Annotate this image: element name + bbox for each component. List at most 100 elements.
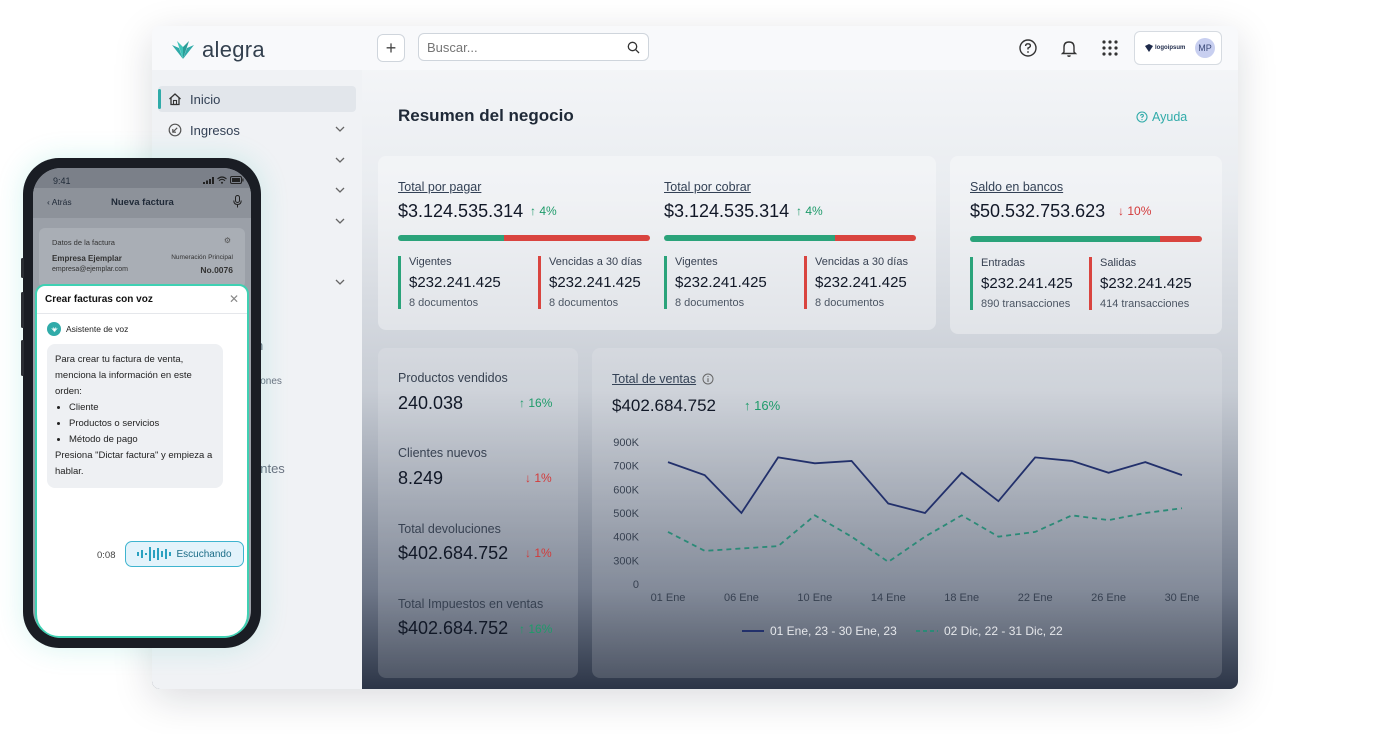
y-tick-label: 300K [613,555,639,567]
invoice-data-card: Datos de la factura ⚙ Empresa Ejemplar e… [39,228,245,288]
ventas-value: $402.684.752 [612,396,716,415]
phone-screen: 9:41 ‹ Atrás Nueva factura Datos de la f… [33,168,251,638]
sub-value: $232.241.425 [409,274,501,291]
vencidas-pagar: Vencidas a 30 días $232.241.425 8 docume… [538,256,642,309]
entradas: Entradas $232.241.425 890 transacciones [970,257,1073,310]
ventas-label-text: Total de ventas [612,372,697,386]
kpi-label-cobrar[interactable]: Total por cobrar [664,180,751,194]
assistant-label: Asistente de voz [66,324,129,334]
pct-badge-pagar: ↑ 4% [530,204,557,218]
sidebar-item-ingresos[interactable]: Ingresos [158,117,356,143]
ventas-pct: ↑ 16% [744,398,781,413]
gear-icon[interactable]: ⚙ [223,236,231,245]
sales-line-chart: 0 300K 400K 500K 600K 700K 900K 01 Ene 06 Ene 10 … [613,437,1199,638]
sidebar-item-label: Ingresos [190,122,240,138]
split-red [1160,236,1202,242]
company-email: empresa@ejemplar.com [52,266,128,273]
clock: 9:41 [53,176,71,186]
stat-pct: ↑ 16% [519,622,553,636]
alegra-logo-icon [172,41,194,59]
signal-icon [203,177,214,184]
sub-label: Vigentes [409,256,452,268]
recording-timer: 0:08 [97,550,116,561]
y-tick-label: 900K [613,437,639,449]
assistant-message: Para crear tu factura de venta, menciona… [47,344,223,488]
stat-value: 240.038 [398,393,464,413]
bell-icon[interactable] [1059,38,1079,58]
bank-balance-card: Saldo en bancos $50.532.753.623 ↓ 10% En… [950,156,1222,334]
search-box[interactable] [418,33,649,61]
alegra-logo[interactable]: alegra [168,37,265,63]
sub-docs: 890 transacciones [981,298,1071,310]
listening-button[interactable]: Escuchando [125,541,244,567]
search-icon[interactable] [627,41,640,54]
vigentes-pagar: Vigentes $232.241.425 8 documentos [398,256,501,309]
stat-label: Total devoluciones [398,522,501,536]
sidebar-item-inicio[interactable]: Inicio [158,86,356,112]
help-link[interactable]: Ayuda [1136,110,1187,124]
chevron-down-icon[interactable] [334,276,346,288]
kpi-label-pagar[interactable]: Total por pagar [398,180,482,194]
logo-text: alegra [202,37,265,62]
pct-value: 16% [754,398,781,413]
series-line-2 [667,507,1183,564]
phone-app-header: ‹ Atrás Nueva factura [33,188,251,218]
stat-pct: ↑ 16% [519,396,553,410]
avatar[interactable]: MP [1195,38,1215,58]
microphone-icon[interactable] [233,195,242,208]
list-item: Cliente [69,400,215,416]
stat-value: $402.684.752 [398,618,509,638]
pct-badge-bancos: ↓ 10% [1118,204,1152,218]
info-icon[interactable] [702,373,714,385]
stats-card [378,348,578,678]
series-line-1 [667,456,1183,515]
sub-label: Vencidas a 30 días [549,256,642,268]
chevron-down-icon[interactable] [334,123,346,135]
list-item: Método de pago [69,432,215,448]
x-tick-label: 18 Ene [944,592,979,604]
waveform-icon [137,547,172,561]
phone-side-button [21,340,24,376]
sub-label: Vigentes [675,256,718,268]
message-outro: Presiona "Dictar factura" y empieza a ha… [55,450,213,477]
sidebar-fragment[interactable]: ciones [253,376,282,387]
page-title: Resumen del negocio [398,106,574,125]
sub-label: Entradas [981,257,1026,269]
list-item: Productos o servicios [69,416,215,432]
stat-pct: ↓ 1% [525,546,552,560]
close-icon[interactable]: ✕ [228,292,239,306]
sub-docs: 8 documentos [815,297,885,309]
top-bar: alegra + [152,26,1238,70]
vigentes-cobrar: Vigentes $232.241.425 8 documentos [664,256,767,309]
split-bar-bancos [970,236,1202,242]
add-button[interactable]: + [377,34,405,62]
sub-docs: 8 documentos [675,297,745,309]
battery-icon [230,176,244,184]
sub-label: Salidas [1100,257,1137,269]
apps-grid-icon[interactable] [1100,38,1120,58]
steps-list: Cliente Productos o servicios Método de … [69,400,215,448]
dashboard-window: alegra + [152,26,1238,689]
phone-side-button [21,292,24,328]
account-switcher[interactable]: logoipsum MP [1134,31,1222,65]
stat-value: 8.249 [398,468,444,488]
sub-docs: 8 documentos [549,297,619,309]
chevron-down-icon[interactable] [334,215,346,227]
sub-label: Vencidas a 30 días [815,256,908,268]
split-red [835,235,916,241]
chevron-down-icon[interactable] [334,154,346,166]
help-icon[interactable] [1018,38,1038,58]
split-bar-cobrar [664,235,916,241]
divider [37,313,247,314]
ventas-label[interactable]: Total de ventas [612,372,714,386]
chevron-down-icon[interactable] [334,184,346,196]
back-button[interactable]: ‹ Atrás [47,197,72,207]
legend-label: 02 Dic, 22 - 31 Dic, 22 [944,624,1063,638]
income-icon [168,123,182,137]
company-logo-text: logoipsum [1155,45,1186,51]
stat-label: Total Impuestos en ventas [398,597,544,611]
search-input[interactable] [427,39,607,55]
kpi-label-bancos[interactable]: Saldo en bancos [970,180,1064,194]
x-tick-label: 06 Ene [724,592,759,604]
